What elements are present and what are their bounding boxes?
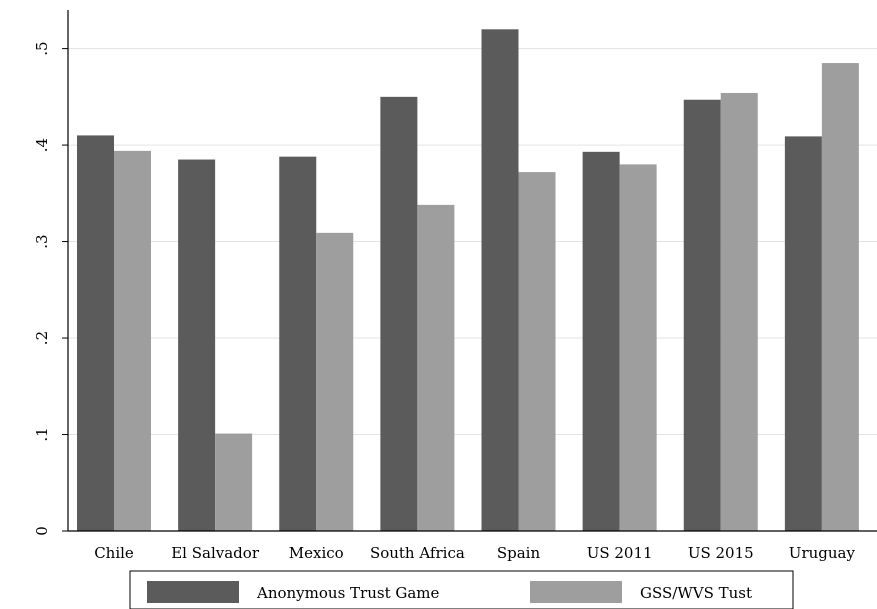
bar-gss-wvs-tust — [215, 433, 253, 531]
bar-gss-wvs-tust — [821, 63, 859, 531]
bar-gss-wvs-tust — [518, 172, 556, 532]
bar-gss-wvs-tust — [316, 232, 354, 531]
legend-box — [129, 570, 794, 609]
bar-anonymous-trust-game — [279, 156, 317, 531]
legend-swatch — [147, 581, 239, 603]
bar-gss-wvs-tust — [619, 164, 657, 532]
bar-anonymous-trust-game — [77, 135, 114, 532]
x-tick-label: Mexico — [289, 544, 344, 562]
bars — [77, 29, 859, 532]
legend-label: GSS/WVS Tust — [640, 584, 752, 602]
bar-gss-wvs-tust — [114, 150, 151, 531]
y-tick-label: 0 — [33, 526, 51, 536]
y-tick-label: .2 — [33, 331, 51, 345]
x-tick-label: US 2015 — [688, 544, 754, 562]
bar-anonymous-trust-game — [582, 151, 620, 532]
y-tick-label: .3 — [33, 234, 51, 248]
bar-anonymous-trust-game — [178, 159, 216, 531]
bar-anonymous-trust-game — [481, 29, 519, 532]
legend: Anonymous Trust Game GSS/WVS Tust — [129, 570, 794, 609]
y-tick-label: .5 — [33, 41, 51, 55]
x-tick-label: Chile — [94, 544, 134, 562]
x-tick-label: Spain — [497, 544, 541, 562]
x-tick-label: US 2011 — [587, 544, 653, 562]
bar-gss-wvs-tust — [720, 92, 758, 532]
bar-anonymous-trust-game — [380, 96, 418, 531]
legend-swatch — [530, 581, 622, 603]
legend-label: Anonymous Trust Game — [256, 584, 440, 602]
bar-anonymous-trust-game — [683, 99, 721, 531]
bar-gss-wvs-tust — [417, 204, 455, 532]
x-tick-label: South Africa — [370, 544, 465, 562]
x-tick-label: Uruguay — [789, 544, 856, 562]
axes: Chile El Salvador Mexico South Africa Spain U… — [33, 10, 877, 562]
bar-anonymous-trust-game — [784, 136, 822, 531]
x-tick-label: El Salvador — [171, 544, 260, 562]
y-tick-label: .4 — [33, 138, 51, 152]
y-tick-label: .1 — [33, 427, 51, 441]
